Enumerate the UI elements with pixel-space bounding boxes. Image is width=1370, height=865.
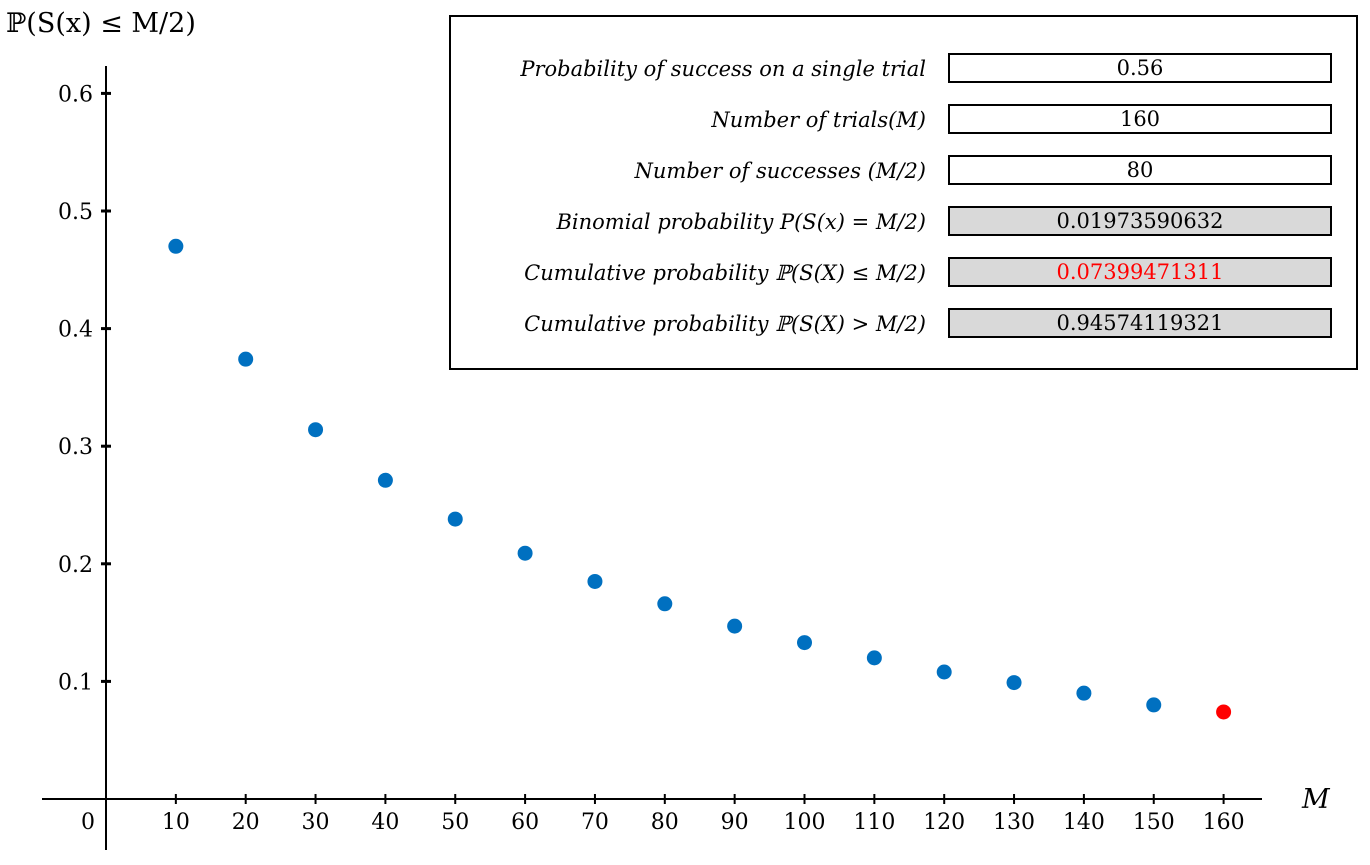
x-tick-label: 20 xyxy=(232,810,260,835)
binomial-probability-value: 0.01973590632 xyxy=(948,206,1332,236)
x-tick-label: 40 xyxy=(371,810,399,835)
x-tick-label: 80 xyxy=(651,810,679,835)
x-tick-label: 160 xyxy=(1203,810,1245,835)
cumulative-le-value: 0.07399471311 xyxy=(948,257,1332,287)
x-tick-label: 120 xyxy=(923,810,965,835)
data-point xyxy=(657,596,673,612)
y-axis-title: ℙ(S(x) ≤ M/2) xyxy=(6,8,196,39)
data-point xyxy=(447,511,463,527)
data-point xyxy=(936,664,952,680)
number-of-trials-label: Number of trials(M) xyxy=(711,108,926,132)
ticks: 0.1 0.2 0.3 0.4 0.5 0.6 10 20 30 40 50 60 70 80 90 100 1… xyxy=(58,82,1245,835)
info-panel: Probability of success on a single trial… xyxy=(449,15,1358,370)
x-tick-label: 70 xyxy=(581,810,609,835)
success-probability-label: Probability of success on a single trial xyxy=(520,57,926,81)
y-tick-label: 0.6 xyxy=(58,82,93,107)
data-point xyxy=(377,472,393,488)
y-tick-label: 0.2 xyxy=(58,553,93,578)
x-tick-label: 130 xyxy=(993,810,1035,835)
row-binomial-probability: Binomial probability P(S(x) = M/2) 0.019… xyxy=(451,206,1356,238)
data-point xyxy=(1076,685,1092,701)
data-point xyxy=(238,351,254,367)
data-point xyxy=(308,422,324,438)
x-tick-label: 10 xyxy=(162,810,190,835)
row-number-of-trials: Number of trials(M) 160 xyxy=(451,104,1356,136)
y-tick-label: 0.4 xyxy=(58,318,93,343)
number-of-trials-input[interactable]: 160 xyxy=(948,104,1332,134)
row-success-probability: Probability of success on a single trial… xyxy=(451,53,1356,85)
data-point xyxy=(587,573,603,589)
row-cumulative-gt: Cumulative probability ℙ(S(X) > M/2) 0.9… xyxy=(451,308,1356,340)
y-tick-label: 0.3 xyxy=(58,435,93,460)
cumulative-gt-label: Cumulative probability ℙ(S(X) > M/2) xyxy=(524,312,926,336)
data-point xyxy=(517,545,533,561)
data-points xyxy=(168,238,1232,720)
data-point xyxy=(797,635,812,651)
number-of-successes-label: Number of successes (M/2) xyxy=(634,159,927,183)
data-point xyxy=(168,238,184,254)
x-tick-label: 30 xyxy=(302,810,330,835)
success-probability-input[interactable]: 0.56 xyxy=(948,53,1332,83)
row-cumulative-le: Cumulative probability ℙ(S(X) ≤ M/2) 0.0… xyxy=(451,257,1356,289)
y-tick-label: 0.1 xyxy=(58,670,93,695)
row-number-of-successes: Number of successes (M/2) 80 xyxy=(451,155,1356,187)
x-tick-label: 110 xyxy=(853,810,895,835)
x-tick-label: 60 xyxy=(511,810,539,835)
x-tick-label: 90 xyxy=(721,810,749,835)
data-point xyxy=(1146,697,1162,713)
y-tick-label: 0.5 xyxy=(58,200,93,225)
x-tick-label: 140 xyxy=(1063,810,1105,835)
data-point xyxy=(1006,675,1022,691)
x-tick-label: 100 xyxy=(784,810,826,835)
highlighted-data-point xyxy=(1216,704,1232,720)
origin-label: 0 xyxy=(81,810,95,835)
cumulative-gt-value: 0.94574119321 xyxy=(948,308,1332,338)
x-tick-label: 150 xyxy=(1133,810,1175,835)
data-point xyxy=(727,618,743,634)
x-tick-label: 50 xyxy=(441,810,469,835)
binomial-probability-label: Binomial probability P(S(x) = M/2) xyxy=(556,210,926,234)
x-axis-title: M xyxy=(1301,784,1331,815)
number-of-successes-input[interactable]: 80 xyxy=(948,155,1332,185)
cumulative-le-label: Cumulative probability ℙ(S(X) ≤ M/2) xyxy=(524,261,926,285)
data-point xyxy=(866,650,882,666)
